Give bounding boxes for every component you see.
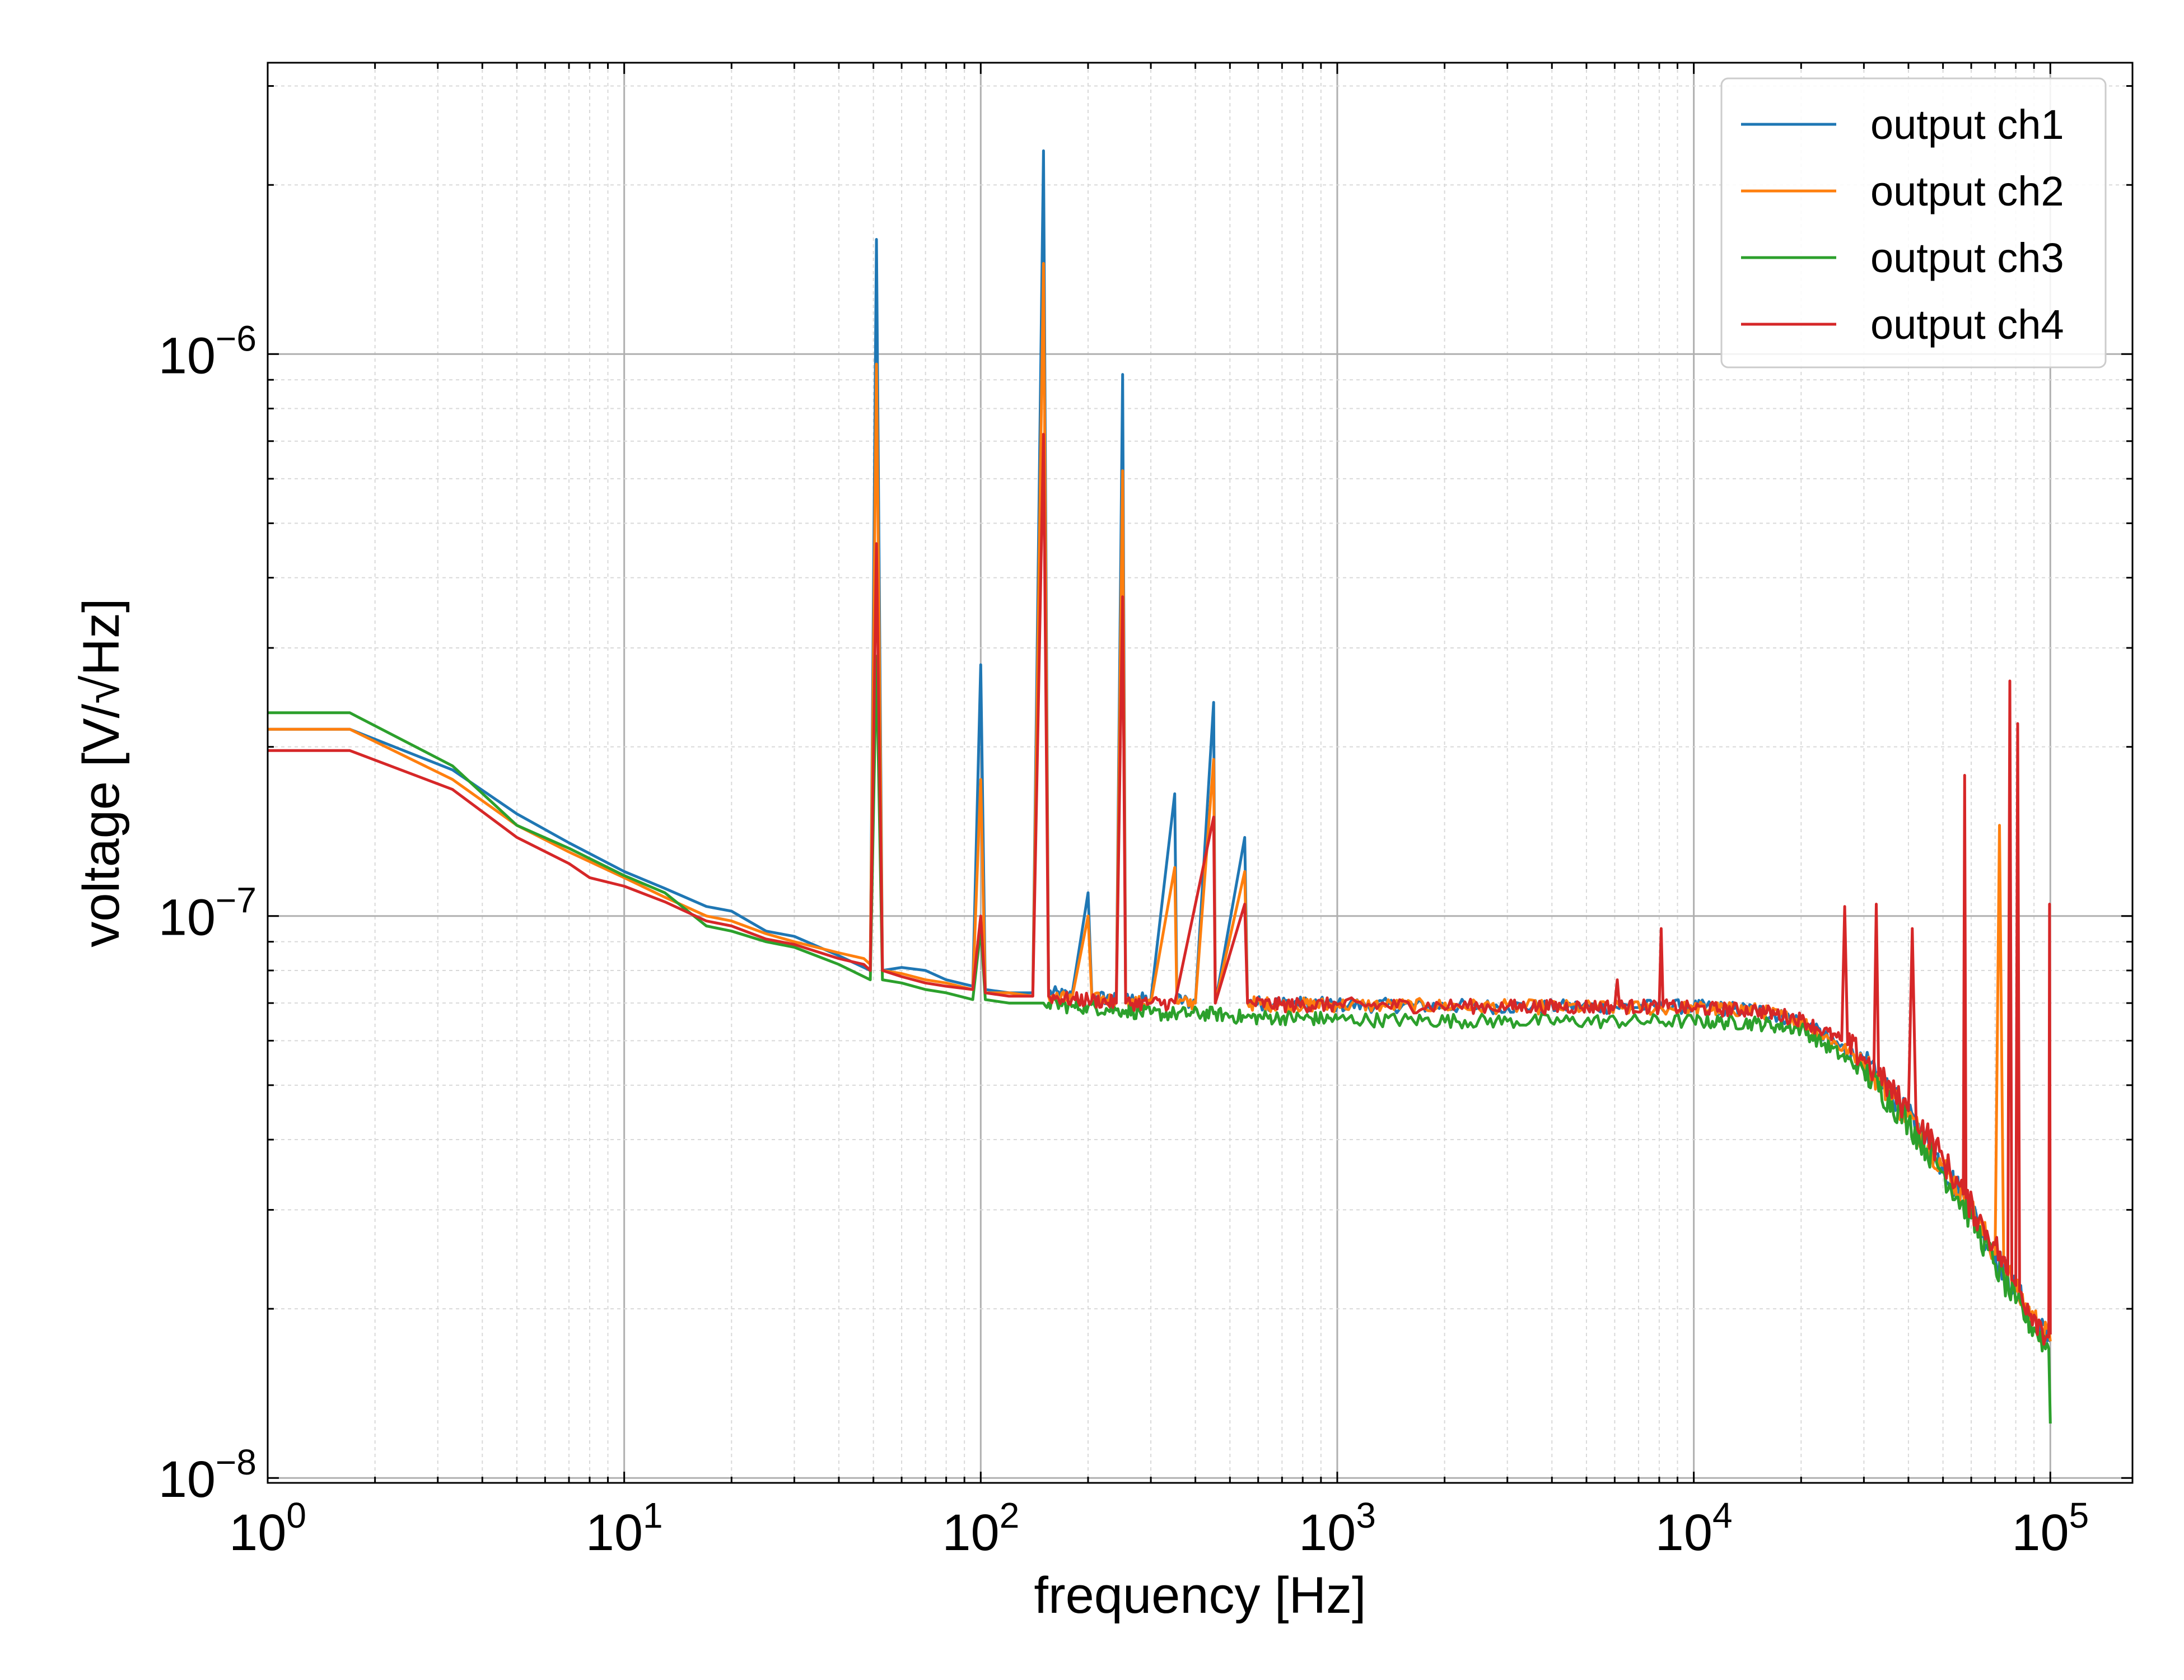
x-tick-label: 100 <box>229 1495 306 1561</box>
y-tick-label: 10−8 <box>158 1442 256 1508</box>
legend: output ch1 output ch2 output ch3 output ch4 <box>1720 77 2107 368</box>
y-tick-label: 10−6 <box>158 318 256 384</box>
series-line-ch4 <box>268 433 2052 1346</box>
legend-label: output ch1 <box>1870 101 2064 148</box>
y-tick-label: 10−7 <box>158 880 256 946</box>
x-tick-label: 105 <box>2012 1495 2089 1561</box>
x-tick-label: 101 <box>586 1495 663 1561</box>
plot-area-frame <box>267 62 2134 1484</box>
x-tick-label: 103 <box>1299 1495 1376 1561</box>
legend-label: output ch2 <box>1870 168 2064 214</box>
legend-label: output ch3 <box>1870 235 2064 281</box>
series-lines <box>268 149 2052 1424</box>
x-axis-label: frequency [Hz] <box>1034 1567 1366 1624</box>
x-tick-label: 104 <box>1655 1495 1733 1561</box>
legend-box <box>1720 77 2107 368</box>
legend-label: output ch4 <box>1870 301 2064 348</box>
x-tick-label: 102 <box>942 1495 1019 1561</box>
y-axis-label: voltage [V/√Hz] <box>73 598 130 947</box>
axis-ticks: 100 101 102 103 104 105 10−8 10−7 10−6 <box>158 63 2132 1561</box>
